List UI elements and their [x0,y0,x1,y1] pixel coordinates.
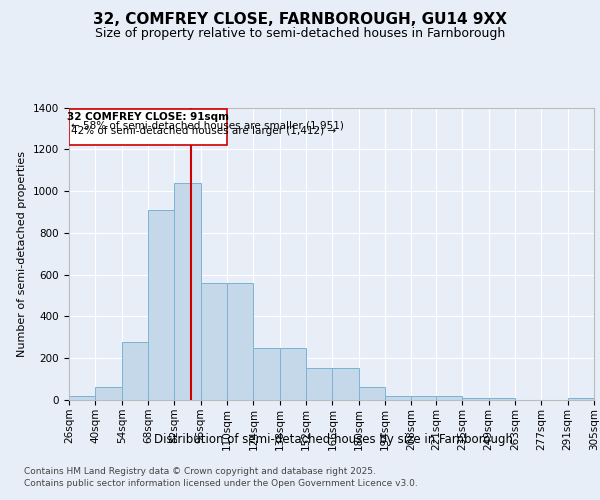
Text: 42% of semi-detached houses are larger (1,412) →: 42% of semi-detached houses are larger (… [71,126,336,136]
Text: Size of property relative to semi-detached houses in Farnborough: Size of property relative to semi-detach… [95,28,505,40]
Bar [148,210,175,400]
Bar [306,368,332,400]
Bar [69,396,95,400]
Bar [122,342,148,400]
Bar [385,396,412,400]
Bar [175,182,201,400]
Bar [412,396,436,400]
Bar [227,283,253,400]
Bar [201,283,227,400]
Bar [280,348,306,400]
FancyBboxPatch shape [69,108,227,145]
Text: 32 COMFREY CLOSE: 91sqm: 32 COMFREY CLOSE: 91sqm [67,112,229,122]
Bar [436,396,462,400]
Bar [359,388,385,400]
Text: Distribution of semi-detached houses by size in Farnborough: Distribution of semi-detached houses by … [154,432,512,446]
Bar [332,368,359,400]
Bar [568,398,594,400]
Text: Contains HM Land Registry data © Crown copyright and database right 2025.: Contains HM Land Registry data © Crown c… [24,468,376,476]
Bar [95,388,122,400]
Bar [253,348,280,400]
Text: 32, COMFREY CLOSE, FARNBOROUGH, GU14 9XX: 32, COMFREY CLOSE, FARNBOROUGH, GU14 9XX [93,12,507,28]
Bar [488,398,515,400]
Text: ← 58% of semi-detached houses are smaller (1,951): ← 58% of semi-detached houses are smalle… [71,120,344,130]
Y-axis label: Number of semi-detached properties: Number of semi-detached properties [17,151,28,357]
Text: Contains public sector information licensed under the Open Government Licence v3: Contains public sector information licen… [24,479,418,488]
Bar [462,398,488,400]
